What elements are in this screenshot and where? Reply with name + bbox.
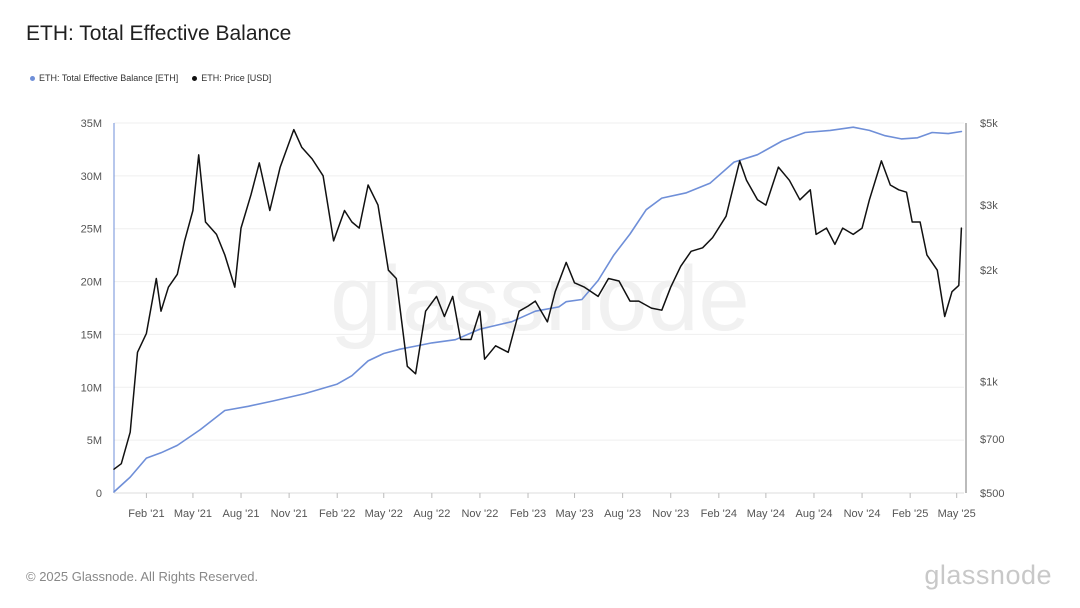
legend-label-price: ETH: Price [USD] xyxy=(201,73,272,83)
series-layer xyxy=(113,126,963,493)
x-tick-label: May '24 xyxy=(747,508,785,520)
y-left-tick-label: 30M xyxy=(81,171,102,183)
x-tick-label: Feb '23 xyxy=(510,508,546,520)
footer-brand-logo: glassnode xyxy=(924,560,1052,590)
legend-item-price[interactable]: ETH: Price [USD] xyxy=(192,73,271,83)
y-right-tick-label: $500 xyxy=(980,488,1004,500)
y-left-tick-label: 35M xyxy=(81,118,102,130)
y-left-tick-label: 0 xyxy=(96,488,102,500)
footer-copyright: © 2025 Glassnode. All Rights Reserved. xyxy=(26,569,259,584)
x-tick-label: Aug '24 xyxy=(795,508,832,520)
legend-label-balance: ETH: Total Effective Balance [ETH] xyxy=(39,73,179,83)
x-tick-label: May '25 xyxy=(938,508,976,520)
y-right-tick-label: $2k xyxy=(980,265,998,277)
axis-layer: 0 5M 10M 15M 20M 25M 30M 35M $500 $700 $1k $2k $3k $5… xyxy=(81,118,1005,520)
x-tick-label: Nov '21 xyxy=(271,508,308,520)
y-right-tick-label: $5k xyxy=(980,118,998,130)
x-tick-label: May '22 xyxy=(365,508,403,520)
legend-item-balance[interactable]: ETH: Total Effective Balance [ETH] xyxy=(30,73,178,83)
chart-title: ETH: Total Effective Balance xyxy=(26,22,292,45)
x-tick-label: Aug '22 xyxy=(413,508,450,520)
x-tick-label: Nov '22 xyxy=(461,508,498,520)
x-tick-label: Aug '23 xyxy=(604,508,641,520)
x-tick-label: Feb '25 xyxy=(892,508,928,520)
series-line-balance xyxy=(113,126,963,493)
legend-dot-balance xyxy=(30,75,35,81)
y-right-tick-label: $3k xyxy=(980,200,998,212)
x-tick-label: Feb '24 xyxy=(701,508,737,520)
chart-legend: ETH: Total Effective Balance [ETH] ETH: … xyxy=(30,73,271,83)
y-left-tick-label: 5M xyxy=(87,435,102,447)
x-tick-label: Feb '22 xyxy=(319,508,355,520)
x-tick-label: May '23 xyxy=(555,508,593,520)
series-line-price xyxy=(113,128,963,470)
y-right-tick-label: $700 xyxy=(980,434,1004,446)
y-left-tick-label: 10M xyxy=(81,382,102,394)
grid-layer xyxy=(114,122,964,441)
x-tick-label: Aug '21 xyxy=(223,508,260,520)
x-tick-label: May '21 xyxy=(174,508,212,520)
x-tick-label: Feb '21 xyxy=(128,508,164,520)
y-left-tick-label: 25M xyxy=(81,224,102,236)
legend-dot-price xyxy=(192,75,198,81)
chart-watermark: glassnode xyxy=(330,248,749,350)
y-left-tick-label: 15M xyxy=(81,329,102,341)
y-right-tick-label: $1k xyxy=(980,377,998,389)
x-tick-label: Nov '24 xyxy=(844,508,881,520)
x-tick-label: Nov '23 xyxy=(652,508,689,520)
y-left-tick-label: 20M xyxy=(81,277,102,289)
